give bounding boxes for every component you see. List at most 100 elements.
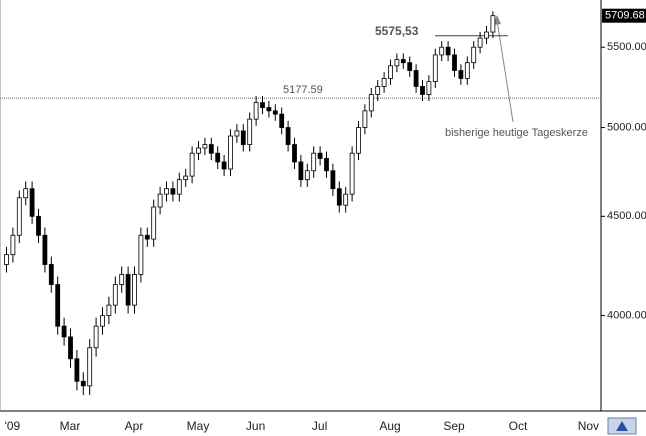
candle-body bbox=[196, 147, 201, 154]
candle-body bbox=[400, 59, 406, 64]
y-tick-label: 5000.00 bbox=[607, 121, 646, 133]
candle-body bbox=[266, 107, 272, 112]
candle-body bbox=[132, 274, 137, 306]
y-tick-label: 4000.00 bbox=[607, 309, 646, 321]
last-price-label: 5709.68 bbox=[605, 10, 645, 22]
candle-body bbox=[477, 37, 483, 48]
candle-body bbox=[87, 347, 93, 387]
candle-body bbox=[330, 170, 336, 190]
candle-body bbox=[260, 102, 265, 108]
candle-body bbox=[324, 158, 329, 172]
candle-body bbox=[336, 188, 342, 206]
candle-body bbox=[394, 59, 400, 67]
candle-body bbox=[164, 188, 169, 195]
candle-body bbox=[106, 304, 112, 316]
candle-body bbox=[29, 188, 35, 217]
candle-body bbox=[464, 62, 470, 79]
candle-body bbox=[100, 315, 105, 327]
corner-icon-glyph bbox=[616, 421, 628, 431]
candle-body bbox=[247, 118, 253, 145]
candle-body bbox=[4, 254, 9, 265]
candle-body bbox=[215, 152, 221, 163]
candle-body bbox=[208, 144, 214, 154]
candle-body bbox=[23, 188, 29, 199]
candle-body bbox=[112, 284, 118, 306]
candle-body bbox=[439, 46, 445, 56]
candle-body bbox=[36, 215, 41, 236]
candle-body bbox=[445, 46, 451, 56]
candle-body bbox=[311, 152, 317, 172]
candle-body bbox=[68, 336, 73, 360]
candle-body bbox=[343, 193, 349, 206]
candle-body bbox=[240, 130, 246, 145]
x-tick-label: Sep bbox=[443, 419, 465, 433]
x-tick-label: Aug bbox=[379, 419, 400, 433]
candle-body bbox=[253, 102, 259, 120]
x-tick-label: '09 bbox=[5, 419, 21, 433]
annotation-arrow bbox=[496, 19, 514, 123]
candle-body bbox=[157, 193, 163, 208]
x-tick-label: Mar bbox=[60, 419, 81, 433]
candle-body bbox=[420, 86, 425, 95]
candle-body bbox=[381, 78, 387, 87]
candle-body bbox=[61, 325, 67, 338]
candle-body bbox=[202, 144, 208, 149]
candle-body bbox=[221, 161, 227, 170]
reference-label: 5575,53 bbox=[375, 24, 419, 38]
candle-body bbox=[119, 274, 125, 285]
annotation: bisherige heutige Tageskerze bbox=[445, 127, 588, 139]
candle-body bbox=[74, 358, 80, 382]
candle-body bbox=[170, 188, 176, 195]
candle-body bbox=[432, 54, 438, 83]
candle-body bbox=[407, 62, 413, 71]
candle-body bbox=[298, 161, 304, 181]
candle-body bbox=[458, 70, 464, 79]
candle-body bbox=[362, 110, 368, 128]
x-tick-label: Jul bbox=[312, 419, 327, 433]
candle-body bbox=[189, 152, 195, 177]
candle-body bbox=[484, 31, 489, 39]
candle-body bbox=[285, 127, 291, 145]
candle-body bbox=[490, 15, 496, 33]
candle-body bbox=[138, 234, 144, 275]
candle-body bbox=[272, 110, 278, 115]
candle-body bbox=[304, 170, 310, 181]
y-tick-label: 5500.00 bbox=[607, 41, 646, 53]
candle-body bbox=[125, 274, 131, 306]
candle-body bbox=[349, 152, 355, 195]
candle-body bbox=[234, 130, 240, 137]
candle-body bbox=[176, 179, 182, 195]
candle-body bbox=[48, 264, 54, 285]
candle-body bbox=[471, 46, 477, 64]
candle-body bbox=[413, 70, 419, 87]
candle-body bbox=[292, 144, 297, 163]
candle-body bbox=[183, 175, 189, 181]
candle-body bbox=[317, 152, 323, 159]
x-tick-label: Apr bbox=[125, 419, 144, 433]
candle-body bbox=[144, 234, 150, 240]
candle-body bbox=[368, 94, 374, 112]
candle-body bbox=[452, 54, 457, 71]
x-tick-label: Nov bbox=[578, 419, 599, 433]
candle-body bbox=[80, 380, 86, 387]
candle-body bbox=[228, 135, 233, 170]
candle-body bbox=[279, 113, 285, 128]
candle-body bbox=[93, 325, 99, 349]
candle-body bbox=[151, 206, 157, 240]
candle-body bbox=[55, 284, 61, 327]
candle-body bbox=[375, 86, 381, 95]
x-tick-label: Jun bbox=[246, 419, 265, 433]
x-tick-label: May bbox=[187, 419, 210, 433]
last-price-box bbox=[602, 8, 646, 23]
candle-body bbox=[16, 197, 22, 236]
reference-label: 5177.59 bbox=[283, 84, 323, 96]
x-tick-label: Oct bbox=[509, 419, 528, 433]
candle-body bbox=[388, 65, 393, 79]
candle-body bbox=[42, 234, 48, 265]
y-tick-label: 4500.00 bbox=[607, 210, 646, 222]
candle-body bbox=[10, 234, 16, 256]
candle-body bbox=[356, 127, 361, 154]
candle-body bbox=[426, 81, 432, 95]
